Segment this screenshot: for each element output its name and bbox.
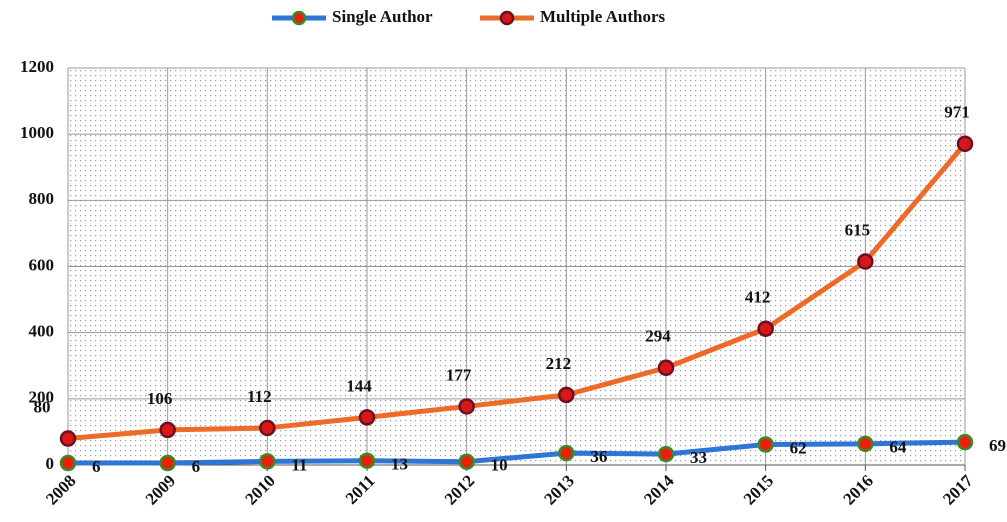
- x-tick-label: 2014: [640, 471, 678, 509]
- marker: [657, 445, 675, 463]
- y-tick-label: 1000: [20, 123, 54, 142]
- marker: [358, 452, 376, 469]
- data-label: 971: [944, 103, 970, 122]
- marker: [358, 409, 376, 426]
- y-tick-label: 600: [29, 255, 55, 274]
- legend-marker: [291, 10, 307, 26]
- marker: [558, 386, 575, 404]
- marker: [59, 430, 77, 447]
- x-tick-label: 2012: [441, 471, 478, 508]
- data-label: 13: [391, 455, 408, 474]
- marker: [59, 454, 77, 472]
- legend-label: Single Author: [332, 7, 433, 26]
- y-tick-label: 200: [29, 388, 55, 407]
- data-label: 62: [790, 438, 807, 457]
- marker: [757, 320, 774, 337]
- x-tick-label: 2011: [342, 471, 379, 508]
- data-label: 412: [745, 288, 771, 307]
- marker: [159, 454, 176, 472]
- data-label: 11: [291, 455, 307, 474]
- data-label: 64: [889, 438, 907, 457]
- data-label: 80: [34, 397, 51, 416]
- x-tick-label: 2017: [939, 471, 977, 509]
- x-tick-label: 2008: [42, 471, 79, 508]
- data-label: 10: [491, 456, 508, 475]
- data-label: 36: [590, 447, 607, 466]
- y-tick-label: 400: [29, 322, 55, 341]
- data-label: 106: [147, 389, 173, 408]
- data-label: 69: [989, 436, 1006, 455]
- data-label: 615: [845, 220, 871, 239]
- data-label: 177: [446, 365, 472, 384]
- marker: [657, 359, 675, 376]
- x-tick-label: 2010: [241, 471, 278, 508]
- y-tick-label: 800: [29, 189, 55, 208]
- x-tick-label: 2009: [142, 471, 179, 508]
- series-line: [68, 439, 966, 466]
- y-tick-label: 0: [46, 454, 55, 473]
- data-label: 112: [247, 387, 272, 406]
- data-label: 212: [546, 354, 572, 373]
- x-tick-label: 2013: [540, 471, 577, 508]
- data-label: 33: [690, 448, 707, 467]
- marker: [259, 419, 276, 437]
- series-line: [67, 142, 967, 442]
- marker: [458, 453, 475, 470]
- marker: [159, 421, 176, 439]
- data-label: 6: [92, 457, 101, 476]
- marker: [956, 135, 974, 153]
- legend-marker: [499, 10, 515, 26]
- x-tick-label: 2016: [839, 471, 876, 508]
- data-label: 294: [645, 327, 671, 346]
- data-label: 144: [346, 376, 372, 395]
- marker: [558, 444, 575, 462]
- y-tick-label: 1200: [20, 57, 54, 76]
- marker: [757, 436, 774, 453]
- x-tick-label: 2015: [740, 471, 777, 508]
- marker: [458, 398, 475, 415]
- marker: [857, 435, 874, 453]
- legend-label: Multiple Authors: [540, 7, 666, 26]
- marker: [259, 453, 276, 470]
- data-label: 6: [192, 457, 201, 476]
- marker: [956, 433, 974, 451]
- marker: [857, 253, 874, 270]
